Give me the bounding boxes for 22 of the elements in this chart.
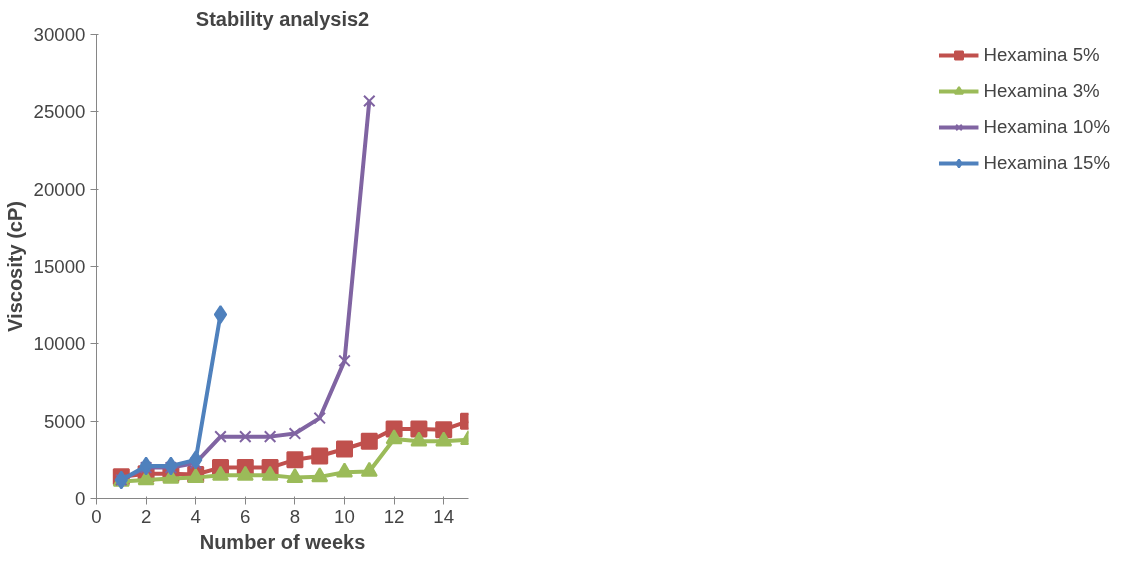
y-tick-label: 20000 [33,178,86,200]
x-tick-label: 8 [289,505,301,527]
y-tick-label: 5000 [44,410,86,432]
x-tick-label: 12 [383,505,405,527]
legend-label: Hexamina 3% [983,80,1100,102]
x-tick-label: 10 [334,505,355,527]
x-tick-label: 2 [140,505,152,527]
x-tick-label: 0 [91,505,102,527]
x-tick-label: 14 [433,505,455,527]
y-tick-label: 15000 [33,256,86,277]
y-axis-title: Viscosity (cP) [3,201,26,332]
chart-title: Stability analysis2 [195,7,370,30]
x-axis-title: Number of weeks [199,530,366,553]
legend-label: Hexamina 5% [983,44,1100,66]
x-tick-label: 4 [190,505,201,527]
legend-label: Hexamina 10% [983,116,1110,138]
legend-label: Hexamina 15% [983,152,1110,174]
y-tick-label: 25000 [33,101,86,123]
y-tick-label: 30000 [33,24,86,45]
y-tick-label: 0 [75,488,86,509]
y-tick-label: 10000 [33,333,86,355]
x-tick-label: 6 [240,505,251,527]
